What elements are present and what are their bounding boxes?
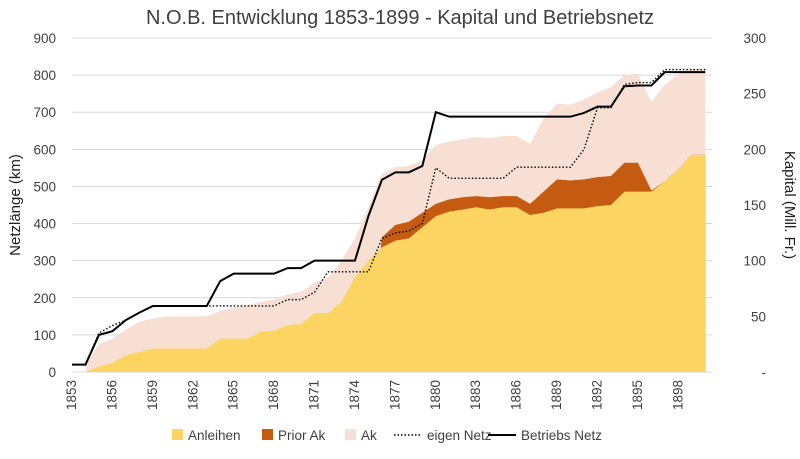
x-tick-1856: 1856 (104, 380, 119, 410)
y2-tick-100: 100 (743, 254, 766, 269)
legend-item-betriebs-netz: Betriebs Netz (488, 428, 602, 443)
x-tick-1895: 1895 (630, 380, 645, 410)
x-tick-1874: 1874 (347, 380, 362, 411)
y-tick-100: 100 (33, 328, 56, 343)
x-tick-1868: 1868 (266, 380, 281, 410)
legend-label-prior-ak: Prior Ak (278, 428, 326, 443)
y-axis-ticks: 0 100 200 300 400 500 600 700 800 900 (33, 31, 56, 380)
y2-tick-250: 250 (743, 87, 766, 102)
y2-tick-zero: - (762, 365, 767, 380)
y-tick-400: 400 (33, 217, 56, 232)
line-betriebs-netz (72, 71, 706, 366)
x-axis-ticks: 1853 1856 1859 1862 1865 1868 1871 1874 1877 1880… (64, 380, 685, 411)
stacked-areas (85, 69, 706, 373)
legend-item-eigen-netz: eigen Netz (394, 428, 492, 443)
y-tick-300: 300 (33, 254, 56, 269)
y2-tick-50: 50 (751, 309, 766, 324)
y-tick-800: 800 (33, 68, 56, 83)
legend-label-anleihen: Anleihen (188, 428, 241, 443)
y-tick-600: 600 (33, 142, 56, 157)
legend-item-prior-ak: Prior Ak (262, 428, 326, 443)
x-tick-1853: 1853 (64, 380, 79, 410)
legend-item-anleihen: Anleihen (172, 428, 241, 443)
x-tick-1886: 1886 (509, 380, 524, 410)
y2-axis-ticks: - 50 100 150 200 250 300 (743, 31, 766, 380)
chart-title: N.O.B. Entwicklung 1853-1899 - Kapital u… (146, 7, 654, 29)
legend-item-ak: Ak (345, 428, 377, 443)
x-tick-1889: 1889 (549, 380, 564, 410)
legend-swatch-ak (345, 429, 356, 440)
y2-axis-title: Kapital (Mill. Fr.) (781, 151, 798, 259)
x-tick-1862: 1862 (185, 380, 200, 410)
y-axis-title: Netzlänge (km) (7, 154, 24, 256)
legend-label-ak: Ak (361, 428, 377, 443)
legend-swatch-anleihen (172, 429, 183, 440)
y2-tick-200: 200 (743, 142, 766, 157)
x-tick-1859: 1859 (145, 380, 160, 410)
x-tick-1892: 1892 (589, 380, 604, 410)
legend-label-eigen-netz: eigen Netz (427, 428, 492, 443)
x-tick-1880: 1880 (428, 380, 443, 410)
series-lines (72, 68, 706, 366)
legend-swatch-prior-ak (262, 429, 273, 440)
x-tick-1871: 1871 (307, 380, 322, 410)
y-tick-500: 500 (33, 179, 56, 194)
legend: Anleihen Prior Ak Ak eigen Netz Betriebs Net… (172, 428, 602, 443)
x-tick-1865: 1865 (226, 380, 241, 410)
y2-tick-300: 300 (743, 31, 766, 46)
y-tick-0: 0 (48, 365, 56, 380)
area-anleihen (85, 154, 706, 372)
y2-tick-150: 150 (743, 198, 766, 213)
y-tick-700: 700 (33, 105, 56, 120)
y-tick-900: 900 (33, 31, 56, 46)
x-tick-1883: 1883 (468, 380, 483, 410)
x-tick-1898: 1898 (670, 380, 685, 410)
y-tick-200: 200 (33, 291, 56, 306)
x-tick-1877: 1877 (387, 380, 402, 410)
legend-label-betriebs-netz: Betriebs Netz (521, 428, 602, 443)
